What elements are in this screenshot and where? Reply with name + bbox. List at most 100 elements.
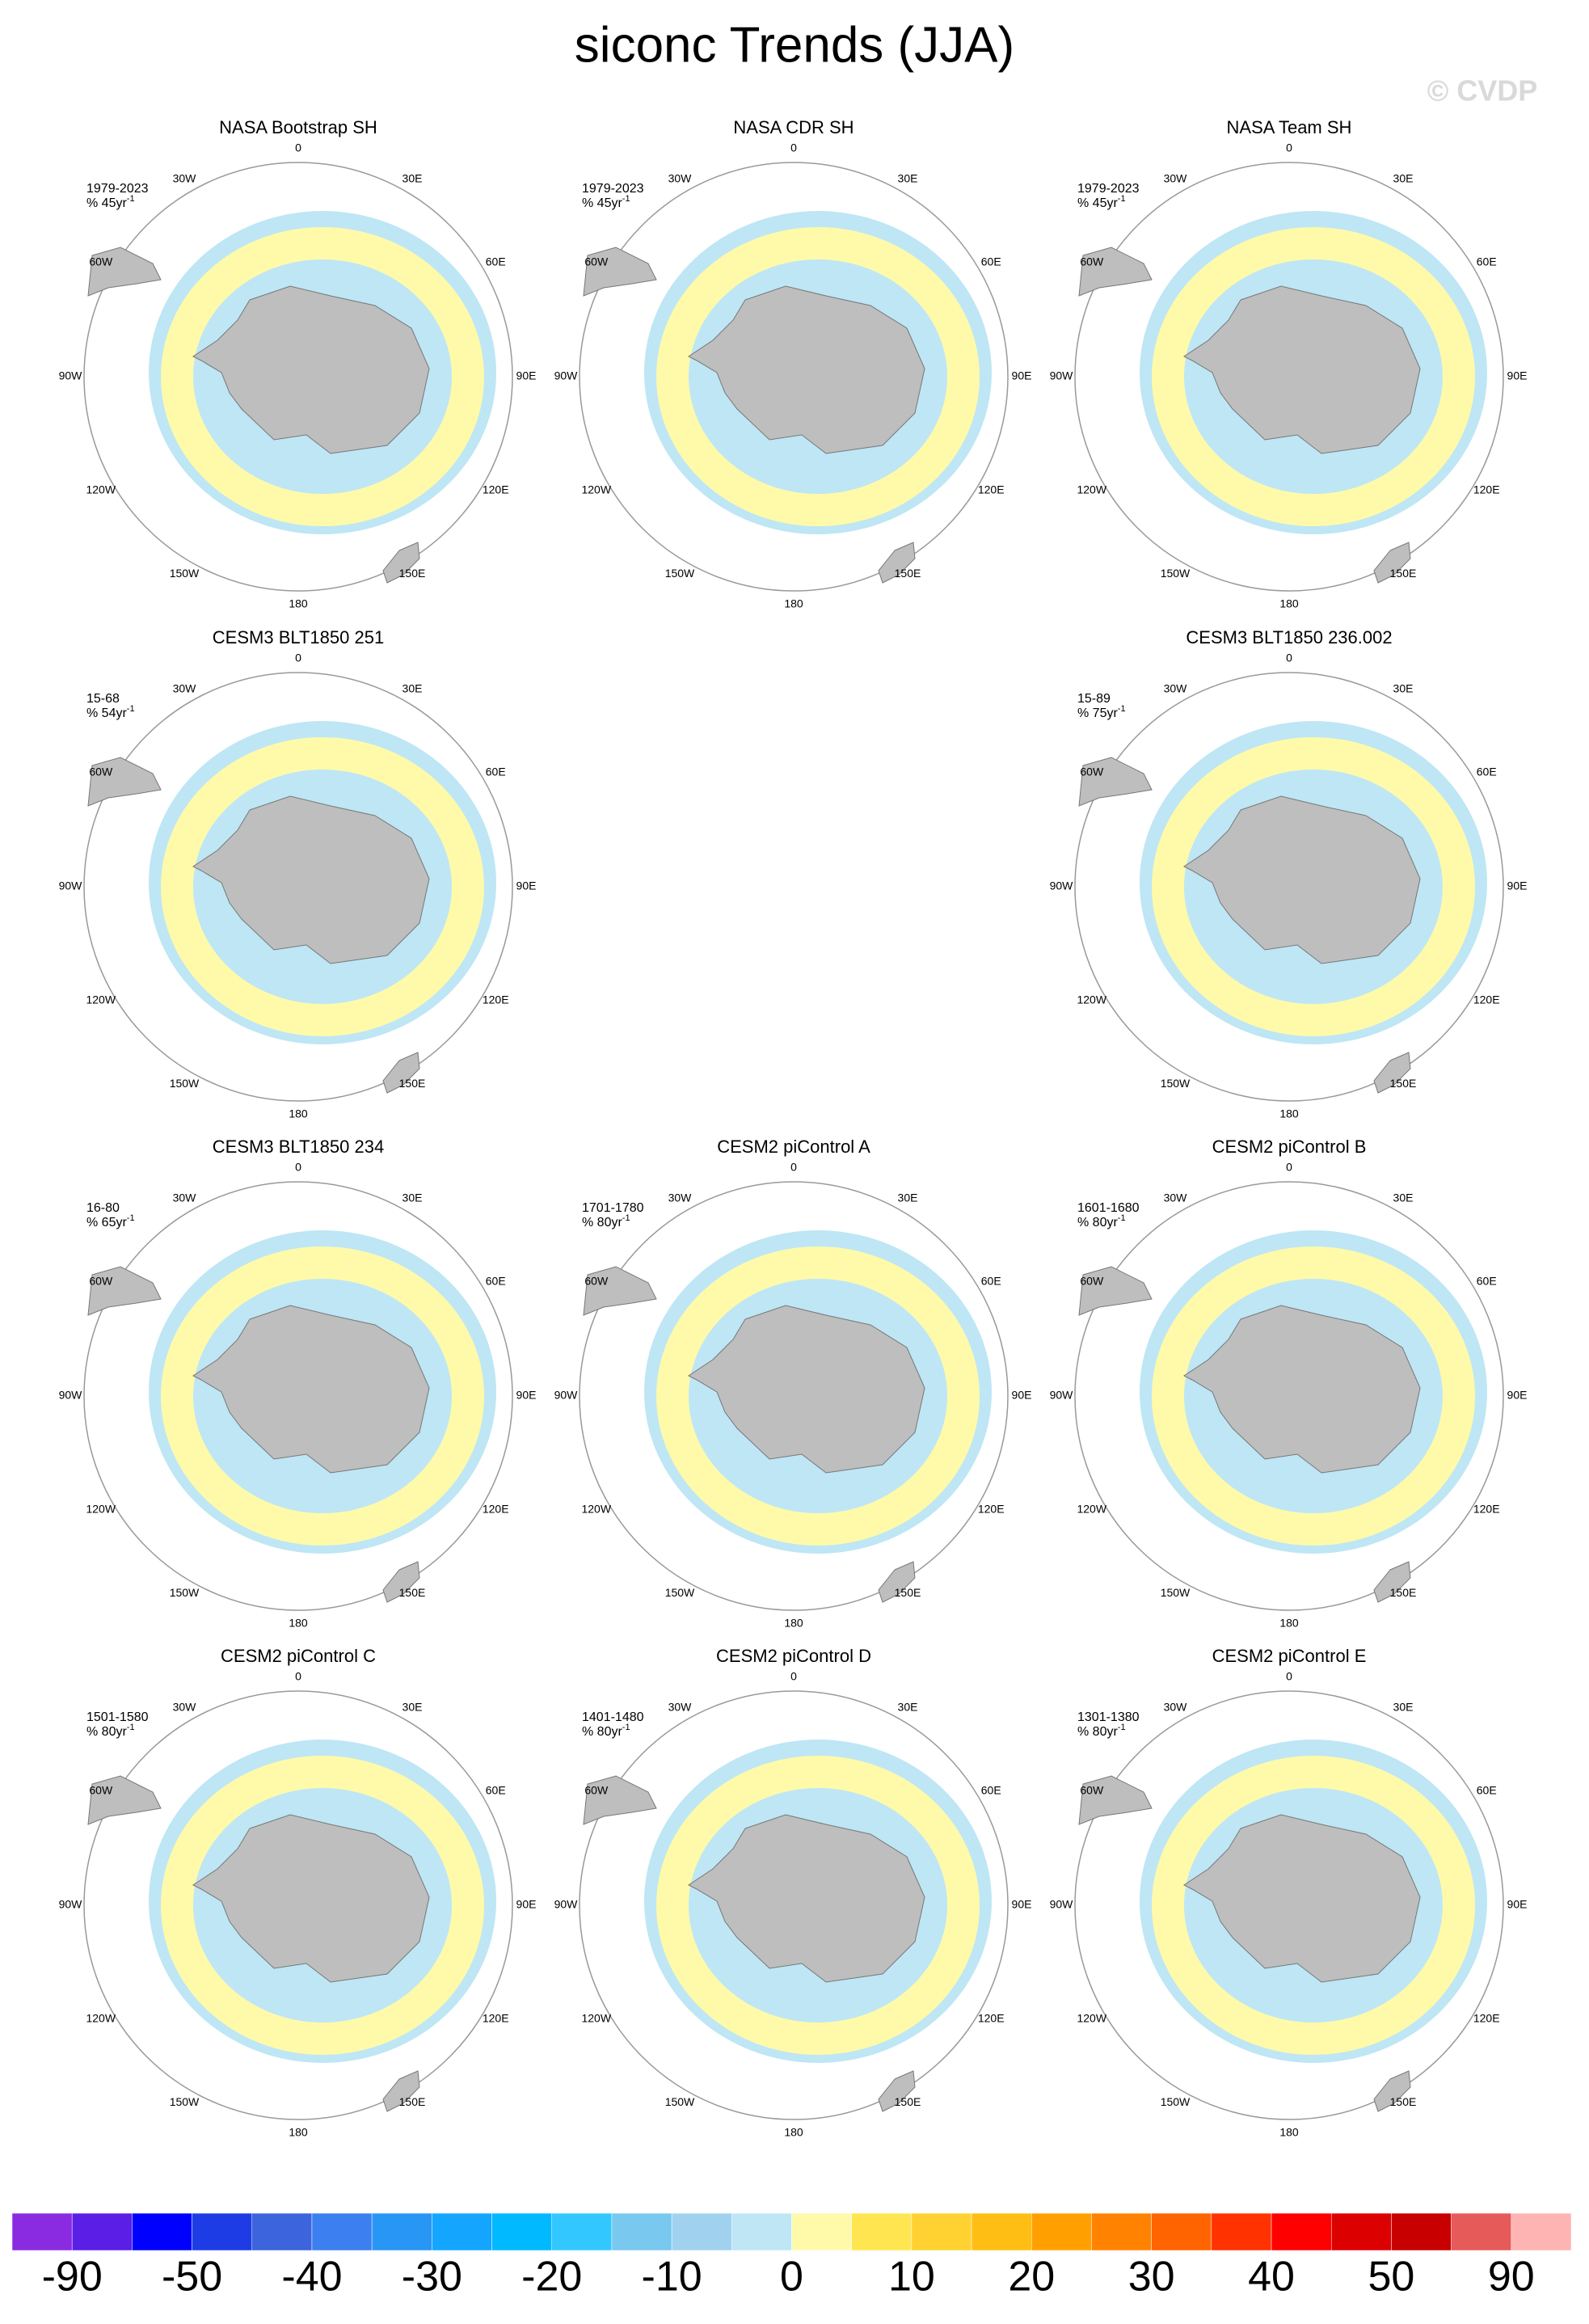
longitude-label: 120E [1473, 483, 1500, 496]
panel-title: CESM3 BLT1850 236.002 [1186, 627, 1392, 647]
new-zealand [1373, 542, 1411, 584]
longitude-label: 120W [1077, 993, 1106, 1006]
panel-units: % 75yr-1 [1077, 704, 1126, 720]
panel-units: % 80yr-1 [1077, 1723, 1126, 1739]
new-zealand [878, 542, 916, 584]
ice-field [161, 227, 484, 526]
colorbar-label: -50 [162, 2254, 222, 2301]
longitude-label: 120W [581, 2012, 611, 2025]
longitude-label: 60E [981, 1784, 1001, 1797]
longitude-label: 90E [1012, 369, 1032, 382]
longitude-label: 30E [403, 1700, 423, 1713]
longitude-label: 180 [784, 1617, 803, 1630]
units-exponent: -1 [127, 1213, 135, 1223]
longitude-label: 30E [1393, 681, 1414, 694]
longitude-label: 150W [665, 2095, 695, 2108]
longitude-label: 90E [516, 369, 537, 382]
longitude-label: 120E [1473, 1503, 1500, 1516]
ice-field [161, 737, 484, 1036]
longitude-label: 150E [399, 1586, 426, 1599]
antarctica [688, 1814, 925, 1983]
map-boundary [579, 1690, 1009, 2120]
new-zealand [878, 1561, 916, 1603]
colorbar-label: 30 [1128, 2254, 1175, 2301]
longitude-label: 150E [399, 1077, 426, 1090]
antarctica [1183, 1814, 1421, 1983]
longitude-label: 30W [173, 171, 197, 184]
longitude-label: 60W [1080, 255, 1104, 268]
longitude-label: 90W [59, 1898, 83, 1911]
longitude-label: 30W [173, 681, 197, 694]
longitude-label: 60W [89, 766, 113, 778]
panel-title: CESM2 piControl A [717, 1137, 870, 1157]
units-text: % 54yr [86, 706, 127, 720]
south-america [583, 1775, 657, 1825]
longitude-label: 120W [86, 1503, 116, 1516]
panel-title: NASA CDR SH [733, 117, 854, 137]
longitude-label: 0 [1286, 1161, 1292, 1174]
map-panel: CESM3 BLT1850 236.002 15-89% 75yr-1 0 30E 60… [1050, 627, 1528, 1120]
longitude-label: 150E [895, 567, 921, 580]
longitude-label: 150E [1390, 567, 1417, 580]
longitude-label: 60E [981, 255, 1001, 268]
longitude-label: 30E [898, 1700, 918, 1713]
longitude-label: 60W [89, 255, 113, 268]
longitude-label: 60E [486, 766, 506, 778]
colorbar-label: 50 [1368, 2254, 1415, 2301]
longitude-label: 30W [668, 171, 693, 184]
longitude-label: 90E [516, 1389, 537, 1402]
longitude-label: 90W [1050, 1389, 1074, 1402]
colorbar-label: 40 [1248, 2254, 1295, 2301]
panel-period: 1979-2023 [582, 182, 644, 196]
figure-title: siconc Trends (JJA) [575, 17, 1014, 73]
colorbar-box [432, 2212, 492, 2251]
longitude-label: 120W [86, 2012, 116, 2025]
new-zealand [878, 2070, 916, 2112]
longitude-label: 150W [665, 1586, 695, 1599]
new-zealand [1373, 2070, 1411, 2112]
longitude-label: 0 [1286, 652, 1292, 664]
colorbar-box [1091, 2212, 1152, 2251]
panel-period: 1701-1780 [582, 1201, 644, 1215]
units-text: % 80yr [86, 1725, 127, 1739]
map-boundary [1074, 1181, 1504, 1611]
longitude-label: 180 [289, 1617, 308, 1630]
longitude-label: 150W [170, 1586, 200, 1599]
longitude-label: 150E [895, 2095, 921, 2108]
new-zealand [382, 1561, 420, 1603]
longitude-label: 30E [898, 171, 918, 184]
panel-units: % 45yr-1 [86, 194, 135, 210]
ice-field [1152, 737, 1475, 1036]
panel-units: % 45yr-1 [1077, 194, 1126, 210]
south-america [87, 247, 162, 297]
colorbar-label: -30 [402, 2254, 462, 2301]
ice-field [161, 1756, 484, 2055]
longitude-label: 0 [295, 1670, 301, 1683]
longitude-label: 120E [1473, 993, 1500, 1006]
longitude-label: 120E [978, 2012, 1005, 2025]
longitude-label: 30E [403, 1191, 423, 1204]
longitude-label: 150E [1390, 1586, 1417, 1599]
ice-field [656, 227, 980, 526]
longitude-label: 60E [981, 1275, 1001, 1288]
colorbar-label: 20 [1008, 2254, 1055, 2301]
ice-field [656, 1756, 980, 2055]
longitude-label: 60W [1080, 1784, 1104, 1797]
panel-period: 1301-1380 [1077, 1710, 1140, 1724]
longitude-label: 60E [486, 1275, 506, 1288]
panel-title: CESM3 BLT1850 234 [213, 1137, 384, 1157]
colorbar-box [251, 2212, 313, 2251]
panel-period: 15-68 [86, 692, 120, 706]
longitude-label: 30E [403, 171, 423, 184]
new-zealand [382, 542, 420, 584]
colorbar-box [671, 2212, 732, 2251]
colorbar-box [1451, 2212, 1512, 2251]
longitude-label: 90E [1012, 1898, 1032, 1911]
antarctica [688, 285, 925, 454]
ice-field [1152, 1246, 1475, 1546]
longitude-label: 150W [1161, 2095, 1191, 2108]
longitude-label: 90E [516, 1898, 537, 1911]
colorbar-box [971, 2212, 1032, 2251]
longitude-label: 60W [584, 255, 609, 268]
longitude-label: 0 [295, 652, 301, 664]
